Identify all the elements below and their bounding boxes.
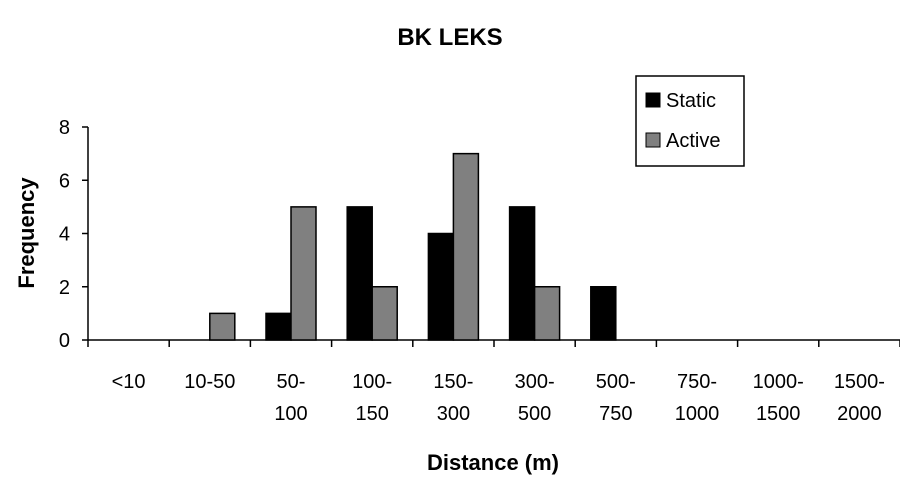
y-axis-title: Frequency xyxy=(14,177,39,289)
bar-active xyxy=(209,312,236,341)
x-tick-label: 150 xyxy=(356,403,389,425)
plot-area: 0 2 4 6 8 <10 10-50 50- 100 100- 150 150- 300 300- 500… xyxy=(59,117,900,425)
x-tick-label: 10-50 xyxy=(184,371,235,393)
x-tick-label: 750 xyxy=(599,403,632,425)
y-tick-label: 6 xyxy=(59,170,70,192)
x-tick-label: <10 xyxy=(112,371,146,393)
legend-swatch-static xyxy=(645,92,661,108)
x-tick-label: 100- xyxy=(352,371,392,393)
bar-active xyxy=(290,206,317,341)
y-tick-label: 8 xyxy=(59,117,70,139)
bar-static xyxy=(590,286,617,341)
x-tick-label: 1000- xyxy=(753,371,804,393)
x-tick-label: 500 xyxy=(518,403,551,425)
y-tick-label: 4 xyxy=(59,224,70,246)
x-tick-label: 2000 xyxy=(837,403,882,425)
bar-active xyxy=(371,286,398,341)
x-tick-label: 50- xyxy=(277,371,306,393)
x-tick-label: 750- xyxy=(677,371,717,393)
bar-static xyxy=(508,206,536,341)
bar-active xyxy=(533,286,561,341)
x-tick-label: 150- xyxy=(433,371,473,393)
x-tick-label: 100 xyxy=(274,403,307,425)
bar-active xyxy=(452,152,480,341)
x-tick-label: 300- xyxy=(515,371,555,393)
x-axis-title: Distance (m) xyxy=(427,450,559,475)
legend-swatch-active xyxy=(645,132,661,148)
y-tick-label: 0 xyxy=(59,330,70,352)
chart-title: BK LEKS xyxy=(397,24,502,51)
legend-label-active: Active xyxy=(666,130,720,152)
y-tick-label: 2 xyxy=(59,277,70,299)
x-tick-label: 1000 xyxy=(675,403,720,425)
x-tick-label: 500- xyxy=(596,371,636,393)
bar-static xyxy=(346,206,373,341)
x-tick-label: 300 xyxy=(437,403,470,425)
legend-label-static: Static xyxy=(666,90,716,112)
bar-static xyxy=(265,312,292,341)
bar-static xyxy=(427,232,455,341)
legend: Static Active xyxy=(635,75,745,167)
legend-box xyxy=(635,75,745,167)
x-tick-label: 1500 xyxy=(756,403,801,425)
x-tick-label: 1500- xyxy=(834,371,885,393)
